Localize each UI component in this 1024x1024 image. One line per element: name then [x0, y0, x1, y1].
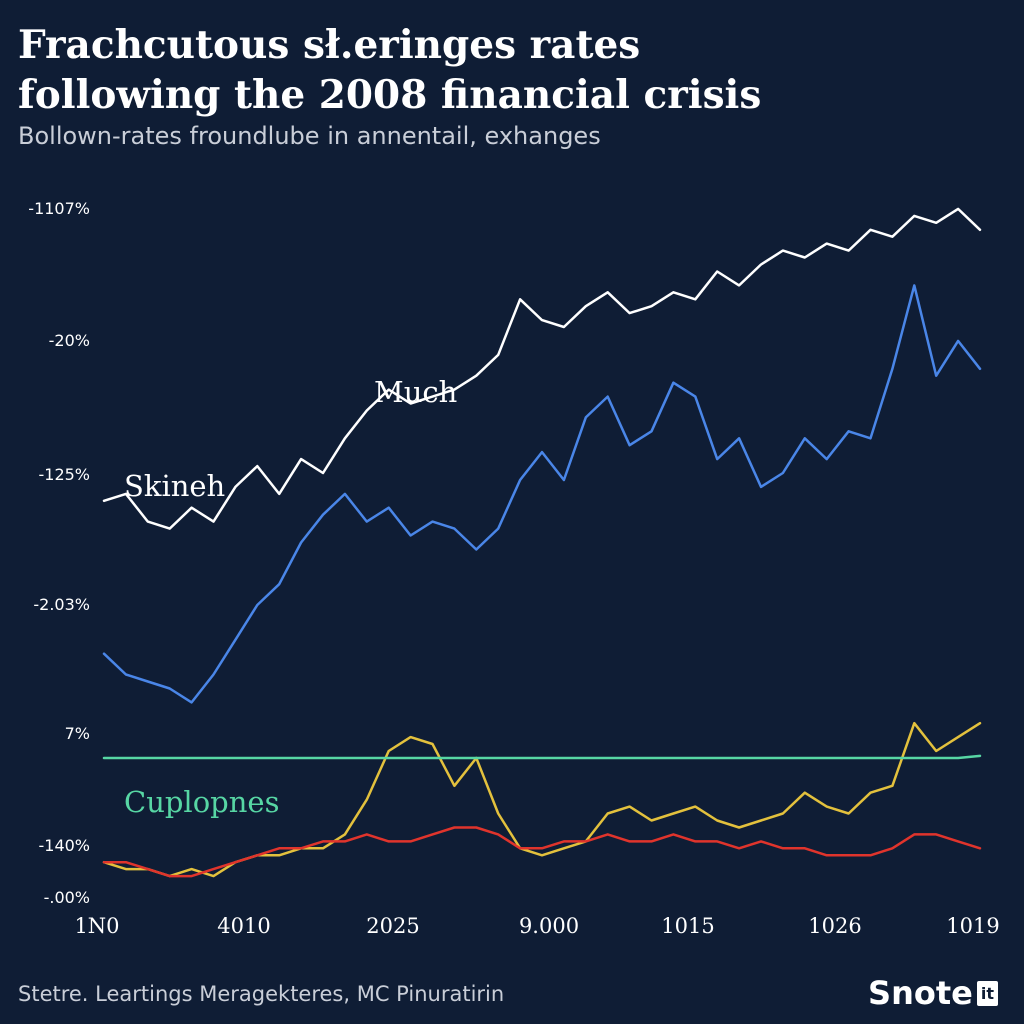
x-tick-label: 1015: [661, 914, 714, 938]
series-line-much: [102, 207, 982, 530]
x-tick-label: 4010: [217, 914, 270, 938]
source-note: Stetre. Leartings Meragekteres, MC Pinur…: [18, 982, 505, 1006]
x-tick-label: 2025: [366, 914, 419, 938]
series-label-skineh: Skineh: [124, 469, 225, 503]
x-tick-label: 9.000: [519, 914, 579, 938]
series-line-red-series: [102, 826, 982, 878]
x-tick-label: 1N0: [74, 914, 119, 938]
chart-title-line-2: following the 2008 financial crisis: [18, 72, 762, 118]
series-line-cuplopnes: [102, 754, 982, 760]
y-tick-label: 7%: [65, 724, 90, 743]
y-tick-label: -20%: [49, 331, 90, 350]
brand-name: Snote: [868, 974, 973, 1012]
series-line-skineh: [102, 284, 982, 704]
y-tick-label: -.00%: [44, 888, 90, 907]
chart-title-line-1: Frachcutous sł.eringes rates: [18, 22, 641, 68]
brand-badge: it: [976, 980, 998, 1006]
series-label-cuplopnes: Cuplopnes: [124, 785, 279, 819]
y-tick-label: -1107%: [28, 199, 90, 218]
chart-title: Frachcutous sł.eringes rates following t…: [18, 20, 1008, 120]
y-tick-label: -140%: [38, 836, 90, 855]
series-label-much: Much: [374, 375, 457, 409]
y-tick-label: -125%: [38, 465, 90, 484]
y-tick-label: -2.03%: [33, 595, 90, 614]
brand-logo: Snote it: [868, 974, 998, 1012]
x-tick-label: 1026: [808, 914, 861, 938]
x-tick-label: 1019: [946, 914, 999, 938]
chart-subtitle: Bollown-rates froundlube in annentail, e…: [18, 122, 601, 150]
